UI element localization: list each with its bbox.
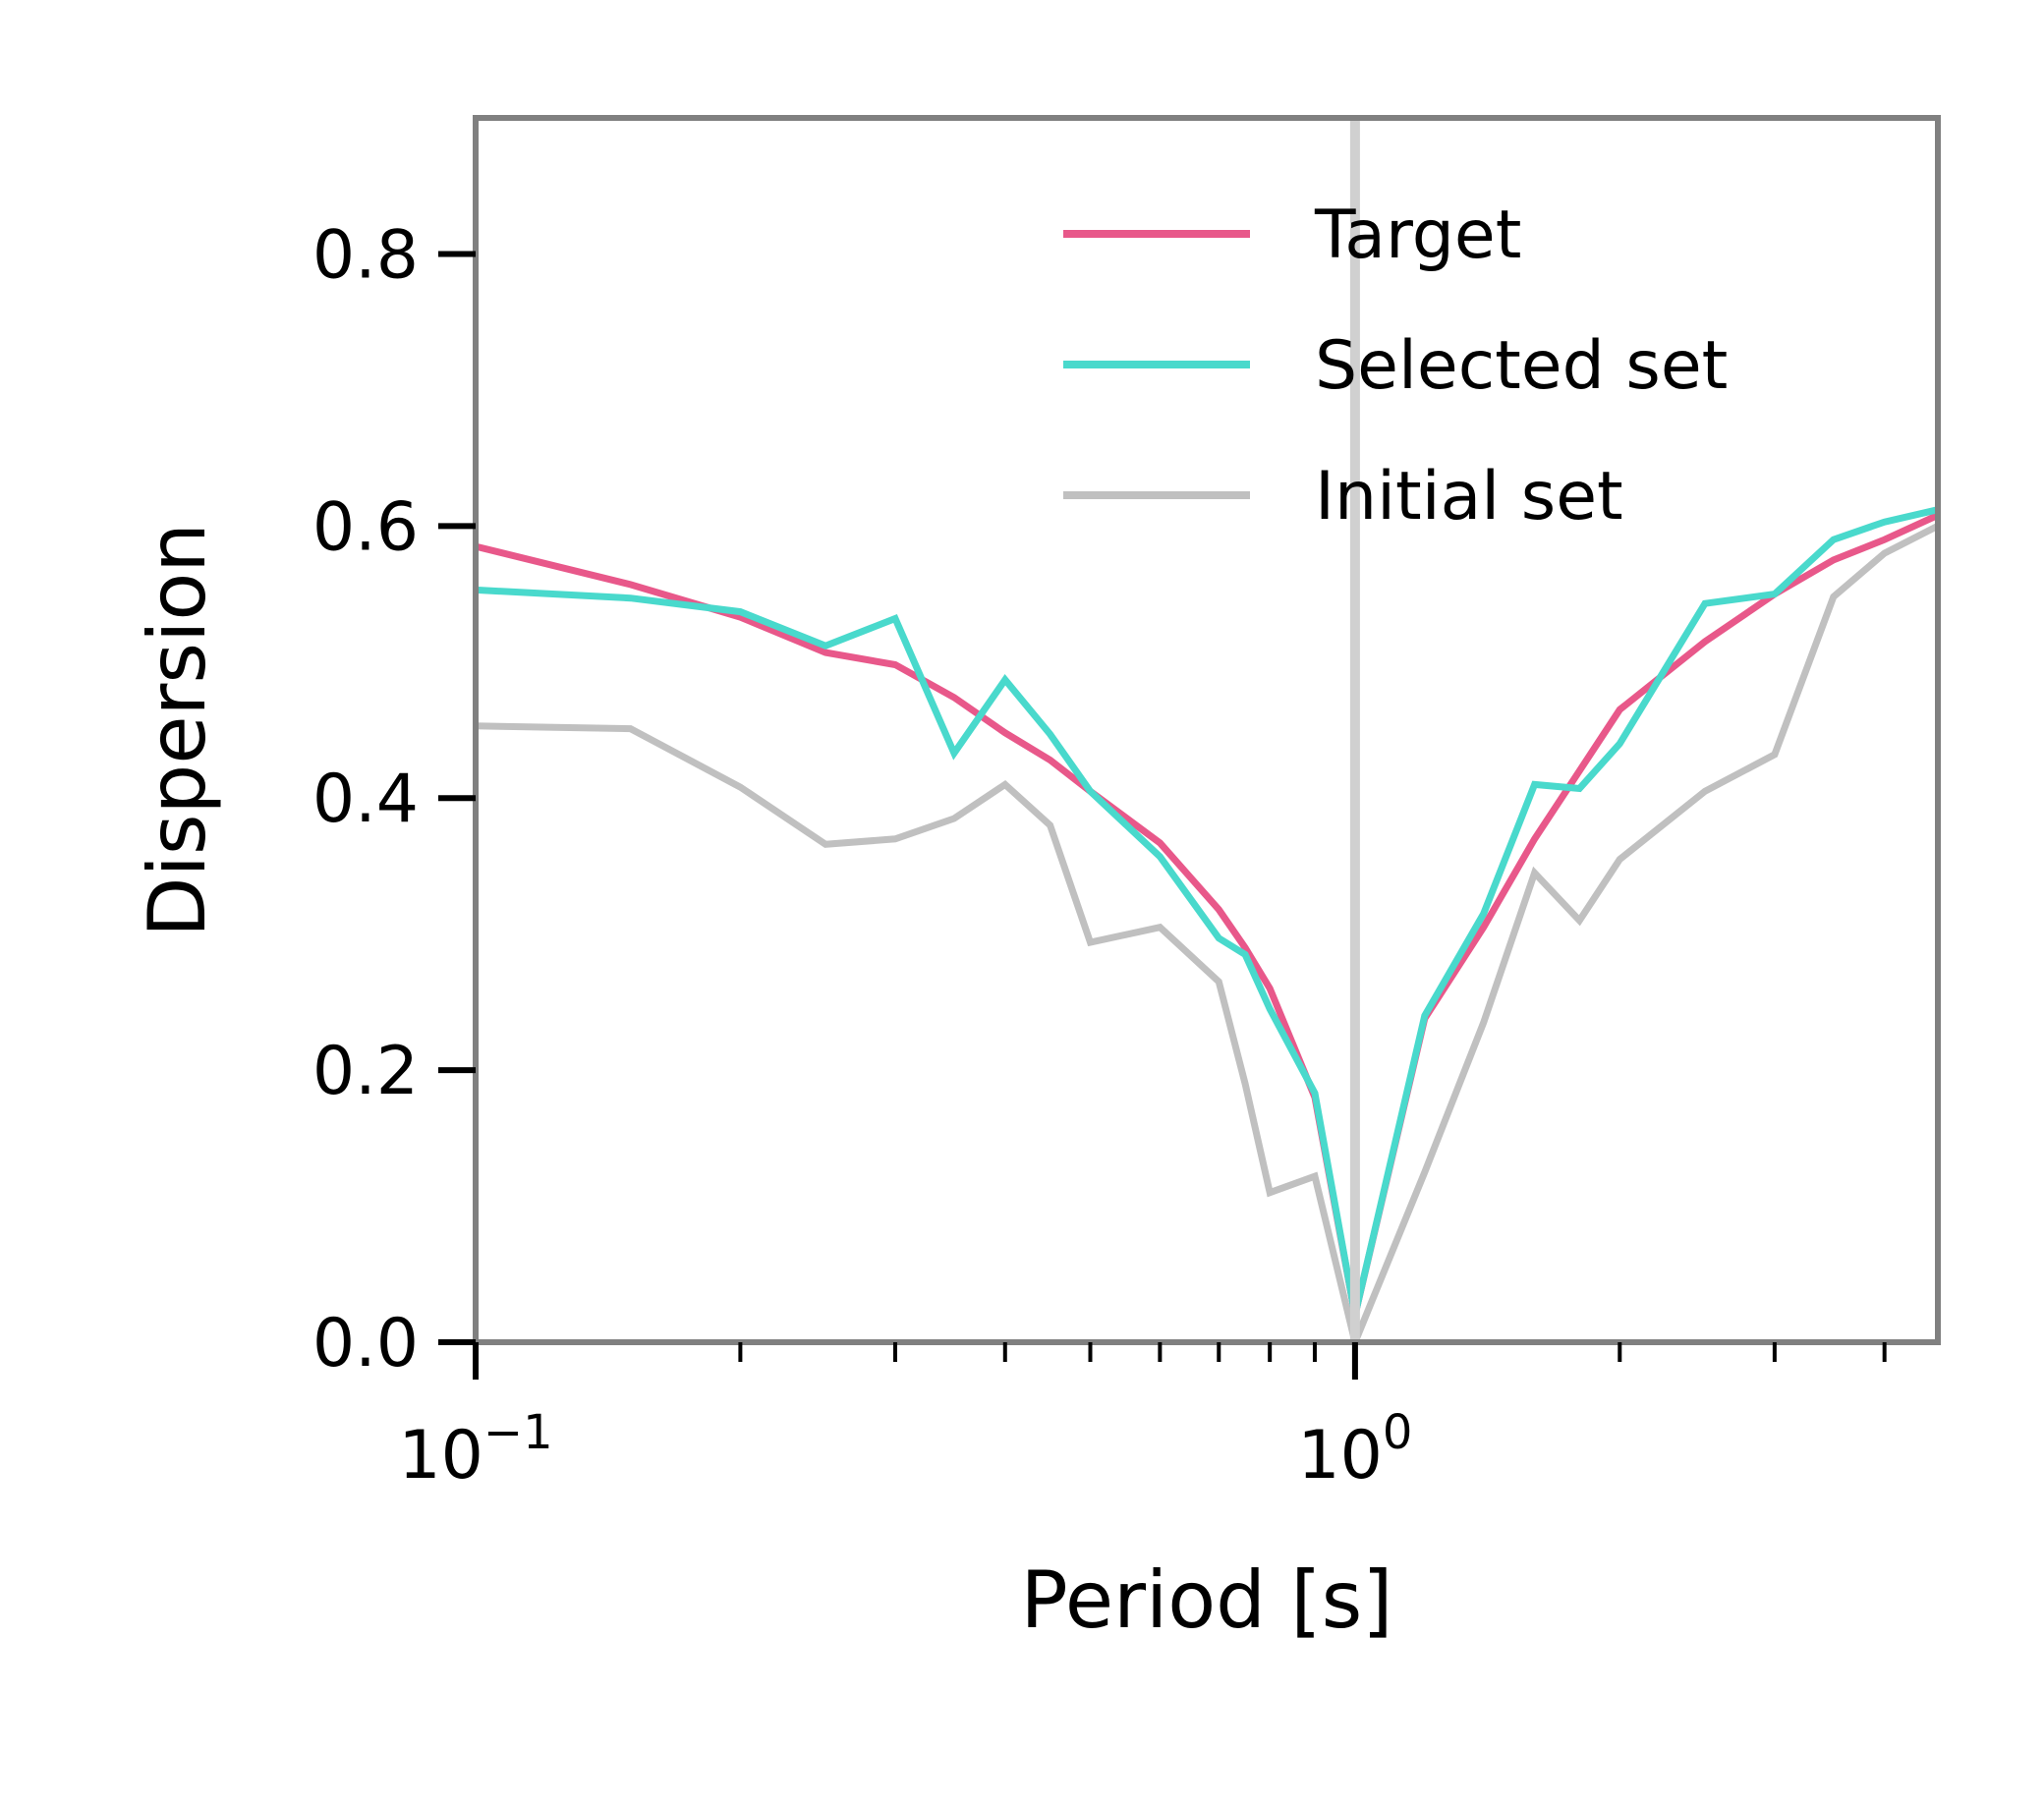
y-tick-label: 0.0 bbox=[312, 1305, 419, 1383]
legend-label: Initial set bbox=[1315, 458, 1623, 536]
legend-label: Target bbox=[1314, 197, 1521, 274]
x-axis-label: Period [s] bbox=[1021, 1554, 1393, 1646]
x-tick-label: 10−1 bbox=[398, 1405, 552, 1495]
series-line-target bbox=[475, 512, 1940, 1317]
y-tick-label: 0.2 bbox=[312, 1033, 419, 1110]
plot-frame bbox=[473, 115, 1941, 1345]
legend: Target Selected set Initial set bbox=[1063, 197, 1728, 536]
series-line-initial-set bbox=[475, 523, 1940, 1354]
series-line-selected-set bbox=[475, 506, 1939, 1317]
series-layer bbox=[475, 506, 1940, 1354]
y-tick-label: 0.8 bbox=[312, 216, 419, 294]
y-tick-label: 0.4 bbox=[312, 761, 419, 838]
legend-label: Selected set bbox=[1315, 327, 1728, 405]
x-axis-ticks: 10−1 100 bbox=[398, 1342, 1887, 1495]
y-axis-label: Dispersion bbox=[132, 523, 223, 937]
y-tick-label: 0.6 bbox=[312, 488, 419, 566]
x-tick-label: 100 bbox=[1297, 1405, 1412, 1495]
y-axis-ticks: 0.0 0.2 0.4 0.6 0.8 bbox=[312, 216, 476, 1383]
